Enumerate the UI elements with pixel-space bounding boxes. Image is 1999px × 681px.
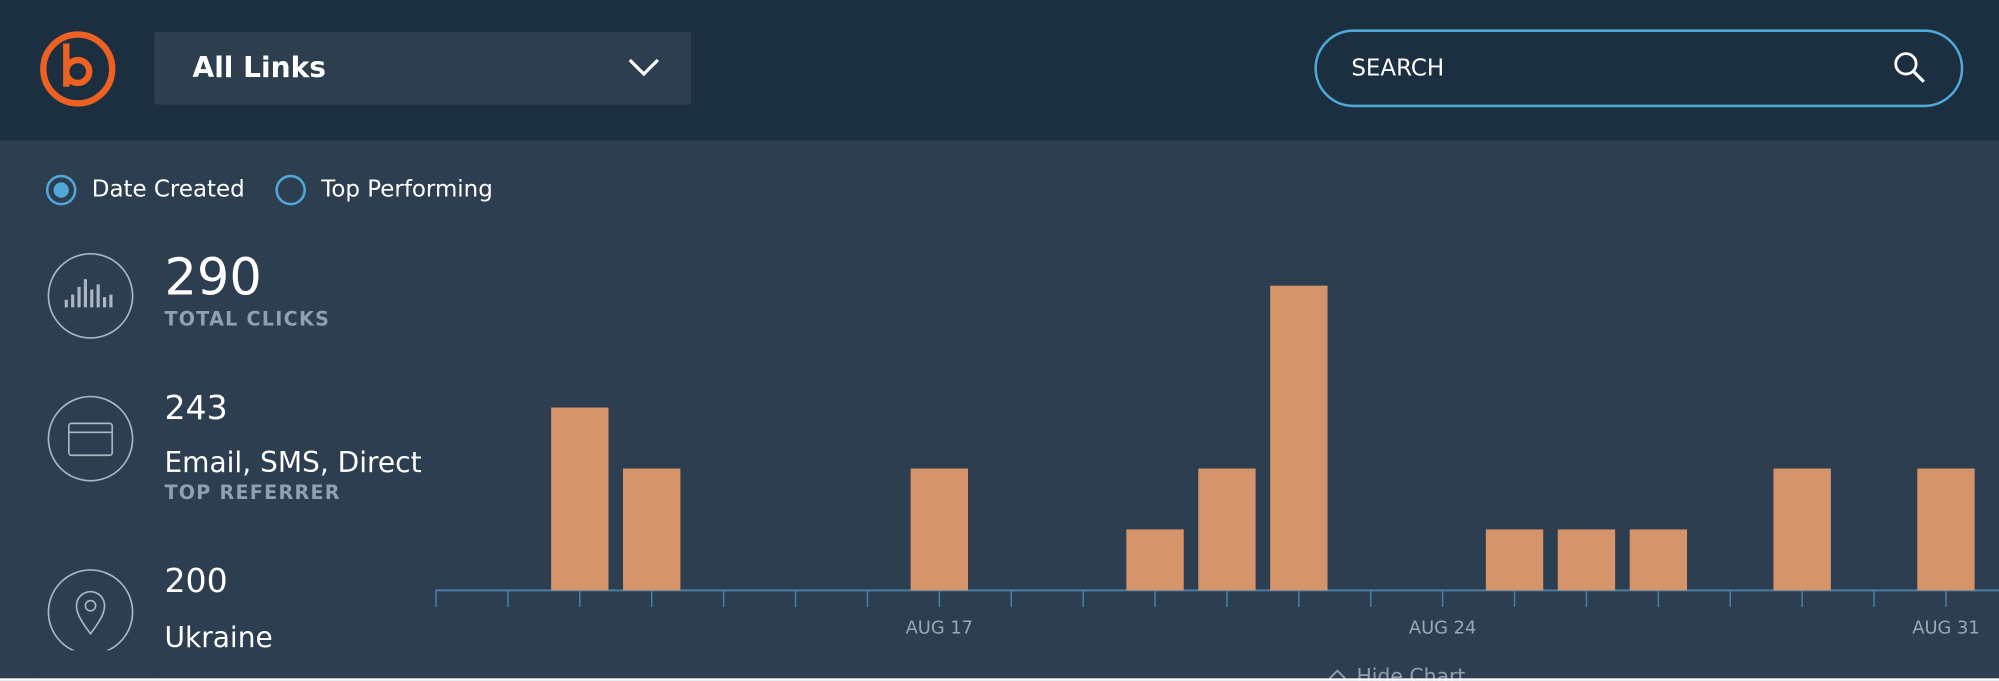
toggle-icon [1329,669,1346,680]
search-icon-handle [1912,70,1925,83]
referrer-icon [47,395,134,482]
radio-date-created[interactable]: Date Created [45,174,245,206]
chevron [628,58,659,77]
bar [1557,529,1616,591]
bar [1773,468,1831,591]
link-dropdown[interactable]: All Links [154,31,691,105]
hide-chart-toggle[interactable]: Hide Chart [1329,664,1466,681]
toggle-label: Hide Chart [1356,664,1465,681]
stat-value: 243 [164,388,227,427]
bar [1629,529,1688,591]
x-tick-label: AUG 31 [1912,618,1979,639]
stat-label: TOTAL CLICKS [164,308,330,331]
stat-name: Email, SMS, Direct [164,446,421,479]
radio-dot [53,182,69,198]
stat-label: TOP REFERRER [164,481,340,504]
clicks-icon [47,252,134,339]
bar [1126,529,1184,591]
radio [45,174,77,206]
radio-top-performing[interactable]: Top Performing [275,174,493,206]
x-tick-label: AUG 17 [906,618,973,639]
dropdown-label: All Links [193,51,326,84]
search-field [1314,29,1964,108]
bar [1198,468,1256,591]
bar [551,407,609,591]
logo[interactable] [40,31,116,107]
radio-label: Top Performing [320,177,493,203]
radio [275,174,306,206]
bottom-edge [0,678,1999,681]
x-tick-label: AUG 24 [1409,618,1476,639]
bar [910,468,969,591]
bar [1270,285,1328,591]
clicks-chart: AUG 17 AUG 24 AUG 31 [435,285,1999,639]
logo-letter [63,43,93,87]
stat-name: Ukraine [164,621,272,654]
search-box[interactable]: SEARCH [1314,29,1964,108]
bar [623,468,681,591]
bar [1485,529,1544,591]
radio-label: Date Created [92,177,245,203]
icon-clip [38,650,153,681]
search-placeholder: SEARCH [1351,55,1444,81]
search-icon [1894,52,1918,76]
referrer-glyph [68,422,114,457]
stat-value: 290 [164,249,261,308]
location-glyph-dot [84,599,97,612]
clicks-glyph [64,279,113,308]
bar [1917,468,1975,591]
stat-value: 200 [164,561,227,600]
dropdown-box [154,31,691,105]
logo-ring [40,31,116,107]
location-glyph [75,590,106,636]
